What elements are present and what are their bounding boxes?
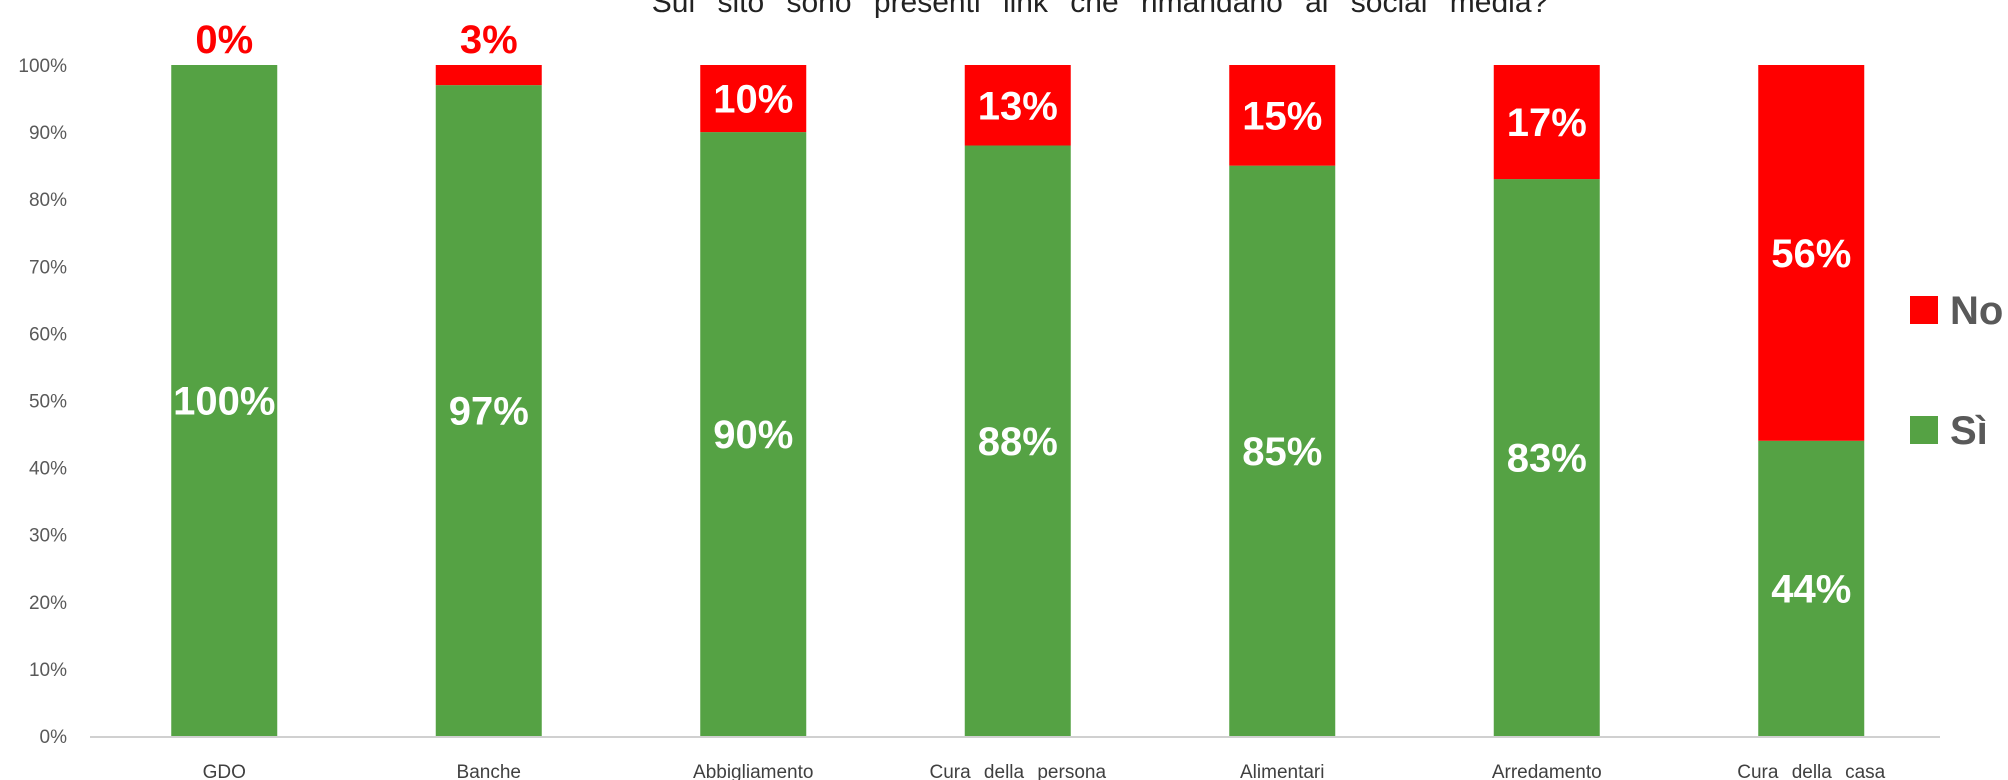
x-tick-label: Cura della casa: [1737, 762, 1885, 780]
bar-si: [1229, 165, 1336, 736]
data-label-no: 17%: [1507, 101, 1587, 145]
x-tick-label: Cura della persona: [929, 762, 1106, 780]
bar-si: [1758, 440, 1865, 736]
bar-no: [1493, 65, 1600, 180]
data-label-no: 56%: [1771, 232, 1851, 276]
legend-swatch: [1910, 416, 1938, 444]
y-tick-label: 100%: [18, 56, 67, 77]
bar-si: [435, 85, 542, 736]
bar-si: [964, 145, 1071, 736]
x-tick-label: Banche: [457, 762, 521, 780]
bar-no: [964, 65, 1071, 146]
data-labels-group: 100% 0% 97% 3% 90% 10% 88% 13% 85% 15% 83% 17% 44% 56…: [173, 18, 1851, 611]
legend-label: No: [1950, 289, 2003, 333]
chart-title: Sul sito sono presenti link che rimandan…: [652, 0, 1548, 19]
x-tick-label: GDO: [203, 762, 246, 780]
data-label-no: 15%: [1242, 94, 1322, 138]
legend-label: Sì: [1950, 409, 1988, 453]
x-tick-label: Abbigliamento: [693, 762, 813, 780]
bar-no: [435, 65, 542, 86]
bar-no: [1758, 65, 1865, 441]
data-label-no: 10%: [713, 78, 793, 122]
y-tick-label: 80%: [29, 190, 67, 211]
y-tick-label: 30%: [29, 526, 67, 547]
y-tick-label: 0%: [40, 727, 68, 748]
y-tick-label: 60%: [29, 324, 67, 345]
data-label-si: 85%: [1242, 430, 1322, 474]
y-tick-label: 20%: [29, 593, 67, 614]
y-tick-label: 50%: [29, 392, 67, 413]
bar-si: [700, 132, 807, 737]
data-label-si: 100%: [173, 380, 275, 424]
data-label-si: 44%: [1771, 567, 1851, 611]
y-tick-label: 70%: [29, 257, 67, 278]
data-label-si: 97%: [449, 390, 529, 434]
data-label-si: 90%: [713, 413, 793, 457]
data-label-no: 3%: [460, 18, 518, 62]
x-tick-label: Arredamento: [1492, 762, 1602, 780]
x-axis: GDO Banche Abbigliamento Cura della persona…: [90, 736, 1940, 780]
data-label-si: 88%: [978, 420, 1058, 464]
x-tick-label: Alimentari: [1240, 762, 1324, 780]
legend-swatch: [1910, 296, 1938, 324]
data-label-no: 0%: [195, 18, 253, 62]
y-tick-label: 10%: [29, 660, 67, 681]
data-label-si: 83%: [1507, 437, 1587, 481]
legend: No Sì: [1910, 289, 2003, 453]
bars-group: [171, 65, 1865, 737]
bar-si: [1493, 179, 1600, 736]
y-tick-label: 90%: [29, 123, 67, 144]
y-axis: 0% 10% 20% 30% 40% 50% 60% 70% 80% 90% 100%: [18, 56, 67, 748]
bar-no: [700, 65, 807, 133]
bar-si: [171, 65, 278, 736]
data-label-no: 13%: [978, 84, 1058, 128]
y-tick-label: 40%: [29, 459, 67, 480]
bar-no: [1229, 65, 1336, 166]
